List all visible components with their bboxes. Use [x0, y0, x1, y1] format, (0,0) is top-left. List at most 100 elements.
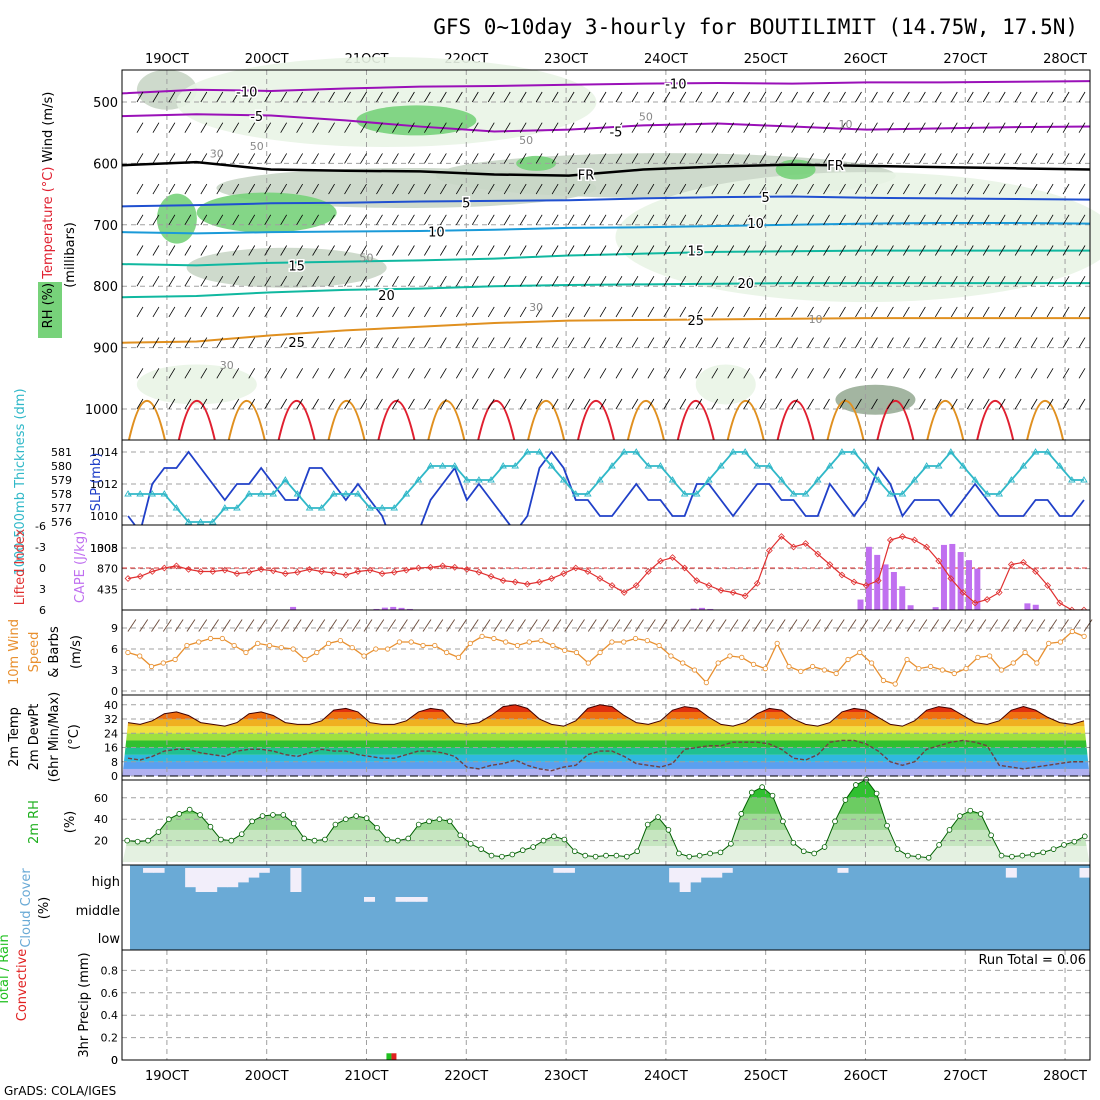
- wind-barb: [775, 245, 782, 256]
- wind-barb: [1046, 183, 1054, 195]
- wind-barb: [647, 337, 655, 348]
- isotherm-line: [121, 221, 1091, 235]
- wind-barb: [855, 306, 862, 318]
- y-tick-label: 1000: [85, 403, 118, 418]
- wind-barb: [1014, 245, 1022, 256]
- wind-barb: [919, 91, 926, 103]
- lifted-point: [269, 567, 277, 575]
- wind-barb: [775, 214, 782, 226]
- y-tick-label: 800: [93, 280, 118, 295]
- wind-barb: [1030, 91, 1038, 103]
- thickness-tick-label: 577: [51, 502, 72, 515]
- rh-point: [353, 813, 359, 819]
- wind-barb: [280, 183, 288, 195]
- thickness-point: [184, 518, 193, 525]
- wind-tick-label: 0: [111, 685, 118, 698]
- wind-barb: [647, 275, 655, 287]
- wind-barb: [717, 619, 727, 632]
- wind-speed-point: [880, 677, 887, 684]
- thickness-point: [959, 462, 967, 469]
- wind-barb: [903, 337, 910, 348]
- wind-barb: [328, 153, 335, 164]
- wind-barb: [567, 153, 575, 164]
- rh-point: [332, 821, 339, 828]
- wind-ylabel-4: (m/s): [69, 635, 84, 669]
- wind-barb: [296, 153, 303, 164]
- wind-barb: [376, 275, 383, 287]
- rh-point: [717, 849, 724, 856]
- wind-speed-point: [892, 681, 898, 687]
- wind-barb: [727, 214, 735, 226]
- wind-barb: [695, 275, 703, 287]
- wind-barb: [807, 153, 814, 164]
- wind-speed-point: [290, 646, 296, 652]
- lifted-point: [221, 566, 229, 574]
- wind-barb: [759, 337, 767, 348]
- wind-barb: [296, 275, 303, 287]
- wind-barb: [1078, 245, 1086, 256]
- wind-barb: [232, 91, 240, 103]
- cape-bar: [865, 546, 872, 610]
- wind-barb: [871, 398, 878, 410]
- wind-barb: [855, 368, 862, 379]
- wind-barb: [807, 398, 814, 410]
- cloud-cell: [1079, 868, 1091, 878]
- wind-speed-point: [408, 639, 414, 645]
- wind-barb: [759, 122, 767, 133]
- rh-point: [884, 822, 890, 829]
- wind-barb: [759, 214, 767, 226]
- wind-barb: [934, 337, 942, 348]
- thickness-point: [680, 490, 689, 497]
- wind-speed-point: [432, 642, 438, 649]
- y-tick-label: 600: [93, 157, 118, 172]
- wind-barb: [392, 183, 399, 195]
- wind-speed-point: [609, 639, 615, 645]
- lifted-point: [765, 547, 773, 554]
- wind-barb: [152, 398, 160, 410]
- rh-point: [426, 818, 432, 825]
- thickness-point: [511, 462, 520, 469]
- wind-barb: [695, 245, 703, 256]
- rh-point: [853, 782, 859, 788]
- wind-barb: [174, 619, 184, 632]
- wind-barb: [280, 337, 288, 348]
- cloud-cell: [669, 868, 681, 883]
- lifted-point: [1044, 582, 1052, 589]
- cape-ylabel: CAPE (J/kg): [73, 531, 88, 603]
- thickness-point: [402, 490, 411, 497]
- thickness-point: [378, 504, 386, 511]
- wind-speed-point: [727, 653, 733, 659]
- precip-bar: [391, 1053, 397, 1060]
- wind-barb: [216, 122, 224, 133]
- lifted-point: [378, 570, 386, 577]
- lifted-point: [1056, 599, 1064, 607]
- cloud-cell: [721, 868, 733, 873]
- slp-tick-label: 1008: [90, 542, 118, 555]
- wind-speed-point: [963, 665, 969, 672]
- wind-barb: [136, 91, 144, 103]
- thickness-point: [922, 462, 931, 469]
- thickness-point: [523, 448, 532, 455]
- temp-band: [122, 719, 1090, 727]
- wind-barb: [775, 275, 782, 287]
- wind-barb: [576, 619, 585, 632]
- wind-barb: [743, 214, 751, 226]
- wind-barb: [136, 368, 144, 379]
- wind-barb: [839, 91, 846, 103]
- wind-barb: [168, 398, 176, 410]
- wind-barb: [903, 122, 910, 133]
- wind-barb: [328, 214, 335, 226]
- thickness-point: [947, 448, 955, 455]
- rh-point: [249, 818, 255, 825]
- series-line: [127, 450, 1085, 549]
- wind-barb: [615, 398, 623, 410]
- wind-barb: [248, 337, 256, 348]
- temp-tick-label: 16: [104, 742, 118, 755]
- wind-barb: [679, 214, 687, 226]
- wind-barb: [903, 183, 910, 195]
- wind-barb: [791, 306, 798, 318]
- wind-barb: [481, 619, 491, 632]
- wind-barb: [950, 275, 958, 287]
- cape-tick-label: 870: [97, 563, 118, 576]
- wind-barb: [184, 91, 192, 103]
